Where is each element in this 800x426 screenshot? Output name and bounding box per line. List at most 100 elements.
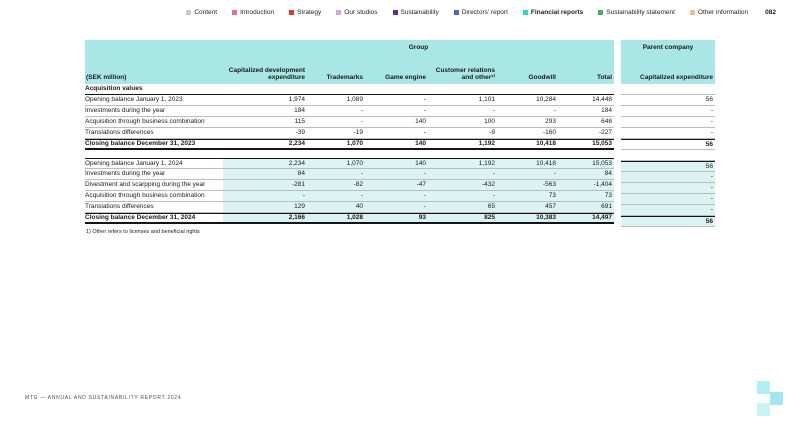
parent-row: -: [621, 128, 715, 139]
nav-item-content[interactable]: Content: [186, 9, 217, 16]
row-label: Investments during the year: [85, 170, 166, 177]
cell-value: 10,418: [497, 159, 558, 168]
cell-value: -: [621, 194, 715, 204]
parent-section-row: [621, 84, 715, 95]
parent-row: -: [621, 205, 715, 216]
logo-square: [770, 392, 783, 405]
nav-label: Sustainability statement: [606, 9, 675, 16]
nav-label: Content: [194, 9, 218, 16]
nav-label: Financial reports: [530, 9, 584, 16]
cell-value: -: [710, 118, 713, 125]
cell-value: -1,404: [558, 180, 614, 190]
parent-table-header: Parent company Capitalized expenditure: [621, 40, 715, 84]
column-header-customer-relations: Customer relations and other¹⁾: [435, 66, 495, 81]
section-label: Acquisition values: [85, 85, 143, 92]
nav-label: Other information: [697, 9, 749, 16]
cell-value: -: [360, 107, 363, 114]
table-row: Translations differences 129 40 - 65 457…: [85, 202, 614, 213]
cell-value: -: [365, 202, 428, 212]
table-row: Opening balance January 1, 2023 1,974 1,…: [85, 95, 614, 106]
cell-value: 1,192: [428, 159, 497, 168]
cell-value: 56: [705, 96, 713, 103]
cell-value: 140: [415, 140, 426, 147]
nav-item-strategy[interactable]: Strategy: [289, 9, 321, 16]
cell-value: 648: [601, 118, 612, 125]
financial-reports-swatch-icon: [522, 10, 528, 15]
cell-value: -: [423, 96, 426, 103]
cell-value: -432: [428, 180, 497, 190]
cell-value: -: [710, 107, 713, 114]
cell-value: 2,234: [288, 140, 305, 147]
parent-row: -: [621, 183, 715, 194]
cell-value: 1,192: [478, 140, 495, 147]
cell-value: 93: [365, 214, 428, 222]
cell-value: -47: [365, 180, 428, 190]
cell-value: 184: [601, 107, 612, 114]
cell-value: -9: [489, 129, 495, 136]
table-row: Opening balance January 1, 2024 2,234 1,…: [85, 158, 614, 169]
nav-label: Our studios: [344, 9, 378, 16]
cell-value: -227: [598, 129, 612, 136]
cell-value: -82: [307, 180, 365, 190]
nav-item-introduction[interactable]: Introduction: [232, 9, 274, 16]
logo-square: [757, 403, 770, 416]
cell-value: 1,070: [307, 159, 365, 168]
cell-value: 15,053: [592, 140, 612, 147]
group-header-title: Group: [408, 44, 429, 51]
cell-value: -: [428, 169, 497, 179]
nav-item-directors-report[interactable]: Directors' report: [453, 9, 508, 16]
column-header-total: Total: [596, 73, 612, 81]
column-header-trademarks: Trademarks: [326, 73, 364, 81]
cell-value: -281: [223, 180, 307, 190]
cell-value: -: [360, 118, 363, 125]
cell-value: 10,284: [536, 96, 556, 103]
cell-value: -: [307, 169, 365, 179]
cell-value: -: [223, 191, 307, 201]
nav-label: Directors' report: [461, 9, 508, 16]
nav-item-other-information[interactable]: Other information: [689, 9, 749, 16]
cell-value: 1,070: [346, 140, 363, 147]
cell-value: -: [492, 107, 495, 114]
column-header-goodwill: Goodwill: [528, 73, 556, 81]
strategy-swatch-icon: [289, 10, 295, 15]
cell-value: 2,166: [223, 214, 307, 222]
cell-value: 1,974: [288, 96, 305, 103]
cell-value: 56: [705, 140, 713, 148]
cell-value: -: [307, 191, 365, 201]
table-row: Investments during the year 184 - - - - …: [85, 106, 614, 117]
logo-square: [757, 381, 770, 394]
cell-value: -: [423, 129, 426, 136]
parent-row: -: [621, 172, 715, 183]
parent-row: 56: [621, 161, 715, 172]
column-header-capitalized-expenditure: Capitalized expenditure: [640, 74, 713, 81]
cell-value: 293: [545, 118, 556, 125]
group-column-headers: (SEK million) Capitalized development ex…: [85, 40, 614, 84]
cell-value: 56: [621, 162, 715, 171]
row-label: Translations differences: [85, 203, 154, 210]
cell-value: -: [621, 172, 715, 182]
section-row-acquisition-values: Acquisition values: [85, 84, 614, 95]
nav-item-our-studios[interactable]: Our studios: [336, 9, 378, 16]
content-swatch-icon: [186, 10, 192, 15]
spacer-row: [85, 150, 614, 158]
cell-value: 56: [621, 217, 715, 226]
cell-value: 14,497: [558, 214, 614, 222]
cell-value: -563: [497, 180, 558, 190]
cell-value: -19: [353, 129, 363, 136]
cell-value: 1,089: [346, 96, 363, 103]
cell-value: -: [621, 183, 715, 193]
nav-item-sustainability-statement[interactable]: Sustainability statement: [598, 9, 675, 16]
parent-row-closing-2023: 56: [621, 139, 715, 150]
column-header-game-engine: Game engine: [385, 73, 426, 81]
row-label: Opening balance January 1, 2023: [85, 96, 183, 103]
nav-item-sustainability[interactable]: Sustainability: [392, 9, 439, 16]
table-row: Translations differences -39 -19 - -9 -1…: [85, 128, 614, 139]
parent-row: -: [621, 106, 715, 117]
sustainability-statement-swatch-icon: [598, 10, 604, 15]
cell-value: 100: [484, 118, 495, 125]
parent-header-title: Parent company: [642, 44, 694, 51]
cell-value: 65: [428, 202, 497, 212]
parent-row: -: [621, 194, 715, 205]
cell-value: 84: [558, 169, 614, 179]
nav-item-financial-reports[interactable]: Financial reports: [522, 9, 584, 16]
